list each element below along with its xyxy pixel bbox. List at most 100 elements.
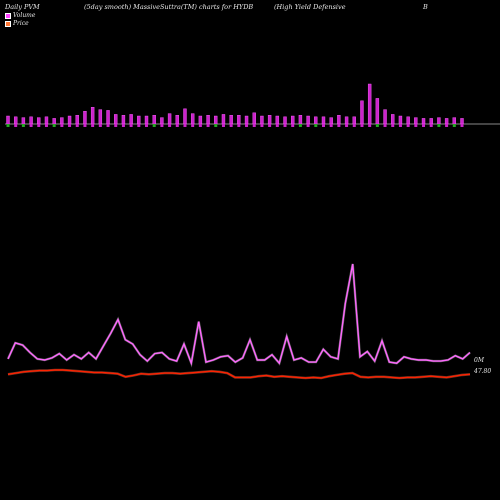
volume-bar-tail [260, 124, 264, 127]
volume-bar [237, 114, 241, 125]
volume-bar [275, 115, 280, 125]
volume-bar-tail [352, 124, 356, 127]
volume-bar-tail [14, 124, 18, 127]
volume-bar [160, 117, 164, 125]
volume-bar-tail [37, 124, 41, 127]
volume-bar [267, 114, 272, 125]
volume-bar-tail [383, 124, 387, 127]
volume-bar [198, 115, 203, 125]
volume-bar-tail [206, 124, 210, 127]
volume-bar [375, 98, 380, 125]
volume-bar-tail [83, 124, 87, 127]
volume-bar [360, 100, 364, 125]
volume-bar [460, 118, 464, 125]
volume-bar-tail [422, 124, 426, 127]
volume-bar-tail [452, 124, 456, 127]
volume-bar [398, 115, 403, 125]
volume-bar [175, 114, 179, 125]
volume-bar-tail [121, 124, 125, 127]
volume-bar-tail [291, 124, 295, 127]
volume-bar-tail [337, 124, 341, 127]
volume-bar-tail [168, 124, 172, 127]
volume-bar [421, 118, 426, 125]
volume-bar-tail [114, 124, 118, 127]
chart-title-left: Daily PVM [5, 3, 40, 11]
volume-bar-tail [445, 124, 449, 127]
volume-bar [437, 117, 441, 125]
volume-bar [6, 115, 10, 125]
volume-bar-tail [414, 124, 418, 127]
volume-bar [452, 117, 457, 125]
volume-bar [214, 115, 218, 125]
volume-bar [229, 114, 233, 125]
volume-bar-tail [21, 124, 25, 127]
volume-bar-tail [283, 124, 287, 127]
volume-bar [21, 117, 26, 125]
volume-bar-tail [160, 124, 164, 127]
volume-bar [321, 116, 326, 125]
volume-bar [114, 114, 118, 125]
volume-bar [129, 114, 133, 125]
volume-bar [329, 117, 333, 125]
volume-bar-tail [306, 124, 310, 127]
volume-bar-tail [252, 124, 256, 127]
volume-bar-tail [398, 124, 402, 127]
volume-bar [221, 114, 226, 125]
volume-bar-tail [237, 124, 241, 127]
volume-bar-tail [268, 124, 272, 127]
volume-bar-tail [437, 124, 441, 127]
volume-bar-tail [152, 124, 156, 127]
legend-price-label: Price [13, 20, 29, 27]
volume-bar [98, 109, 103, 125]
volume-bar-tail [106, 124, 110, 127]
volume-bar-tail [314, 124, 318, 127]
volume-bar-tail [221, 124, 225, 127]
volume-bar [144, 115, 149, 125]
volume-bar [60, 117, 64, 125]
volume-bar-tail [129, 124, 133, 127]
volume-bar [121, 114, 126, 125]
volume-bar-tail [60, 124, 64, 127]
volume-bar-tail [68, 124, 72, 127]
volume-bar [260, 115, 264, 125]
legend-volume-label: Volume [13, 12, 36, 19]
volume-bar-tail [183, 124, 187, 127]
volume-bar-tail [214, 124, 218, 127]
volume-bar [429, 118, 433, 125]
volume-bar-tail [145, 124, 149, 127]
volume-bar [29, 116, 33, 125]
volume-bar [291, 115, 295, 125]
volume-bar [406, 116, 410, 125]
volume-bar-tail [391, 124, 395, 127]
volume-bar [283, 116, 287, 125]
volume-bar [391, 114, 395, 125]
volume-bar [52, 118, 56, 125]
volume-bar [44, 116, 49, 125]
volume-bar [83, 110, 87, 125]
volume-bar-tail [360, 124, 364, 127]
volume-bar [344, 116, 349, 125]
volume-bar-tail [229, 124, 233, 127]
price-axis-label: 47.80 [474, 368, 492, 375]
volume-bar [314, 116, 318, 125]
volume-bar-tail [298, 124, 302, 127]
volume-bar [67, 115, 72, 125]
volume-line [7, 263, 471, 366]
volume-bar-tail [375, 124, 379, 127]
volume-bar [206, 114, 210, 125]
volume-bar [337, 114, 341, 125]
volume-bar [414, 117, 418, 125]
volume-axis-label: 0M [474, 357, 484, 364]
volume-bar [352, 116, 356, 125]
volume-bar-tail [275, 124, 279, 127]
volume-bar [444, 118, 449, 125]
volume-line-glow [6, 263, 471, 368]
volume-bar [183, 108, 187, 125]
volume-bar-tail [44, 124, 48, 127]
volume-bar-tail [175, 124, 179, 127]
volume-bar [37, 117, 41, 125]
legend-price: Price [5, 20, 29, 27]
volume-bar [244, 115, 249, 125]
chart-title-right: (High Yield Defensive [274, 3, 346, 11]
